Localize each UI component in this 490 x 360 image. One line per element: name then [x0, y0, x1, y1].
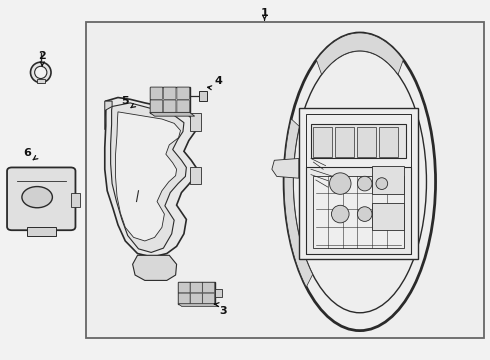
FancyBboxPatch shape: [7, 167, 75, 230]
FancyBboxPatch shape: [150, 87, 163, 99]
Ellipse shape: [357, 207, 372, 221]
Polygon shape: [272, 158, 299, 178]
FancyBboxPatch shape: [306, 167, 411, 253]
FancyBboxPatch shape: [379, 127, 398, 157]
FancyBboxPatch shape: [150, 87, 190, 113]
FancyBboxPatch shape: [203, 282, 215, 293]
Ellipse shape: [357, 176, 372, 191]
Text: 6: 6: [24, 148, 31, 158]
Ellipse shape: [35, 66, 47, 78]
FancyBboxPatch shape: [164, 87, 176, 99]
FancyBboxPatch shape: [37, 79, 45, 83]
FancyBboxPatch shape: [311, 125, 406, 158]
Text: 3: 3: [219, 306, 227, 316]
FancyBboxPatch shape: [150, 100, 163, 112]
FancyBboxPatch shape: [191, 293, 202, 303]
FancyBboxPatch shape: [357, 127, 376, 157]
FancyBboxPatch shape: [178, 282, 215, 304]
Polygon shape: [317, 33, 403, 75]
FancyBboxPatch shape: [26, 226, 56, 235]
FancyBboxPatch shape: [306, 114, 411, 253]
FancyBboxPatch shape: [372, 166, 404, 194]
FancyBboxPatch shape: [215, 289, 222, 297]
Polygon shape: [178, 304, 219, 307]
FancyBboxPatch shape: [299, 108, 418, 259]
FancyBboxPatch shape: [190, 113, 201, 131]
FancyBboxPatch shape: [177, 87, 189, 99]
Polygon shape: [284, 119, 313, 287]
Ellipse shape: [30, 62, 51, 83]
Polygon shape: [150, 113, 195, 116]
Ellipse shape: [293, 51, 426, 313]
Polygon shape: [105, 98, 196, 257]
FancyBboxPatch shape: [335, 127, 354, 157]
Text: 1: 1: [261, 8, 269, 18]
FancyBboxPatch shape: [314, 127, 332, 157]
FancyBboxPatch shape: [198, 91, 207, 101]
FancyBboxPatch shape: [178, 293, 190, 303]
Polygon shape: [105, 101, 112, 130]
Text: 4: 4: [214, 76, 222, 86]
Ellipse shape: [330, 173, 351, 194]
FancyBboxPatch shape: [164, 100, 176, 112]
Ellipse shape: [331, 205, 349, 223]
Polygon shape: [133, 255, 176, 280]
Polygon shape: [111, 103, 186, 252]
FancyBboxPatch shape: [203, 293, 215, 303]
Text: 5: 5: [122, 96, 129, 106]
Text: 2: 2: [38, 51, 46, 61]
Ellipse shape: [22, 186, 52, 208]
FancyBboxPatch shape: [178, 282, 190, 293]
FancyBboxPatch shape: [177, 100, 189, 112]
FancyBboxPatch shape: [314, 176, 404, 248]
FancyBboxPatch shape: [190, 167, 201, 184]
FancyBboxPatch shape: [191, 282, 202, 293]
Ellipse shape: [284, 33, 436, 330]
FancyBboxPatch shape: [372, 203, 404, 230]
FancyBboxPatch shape: [86, 22, 485, 338]
Polygon shape: [71, 193, 80, 207]
Polygon shape: [116, 112, 180, 241]
Ellipse shape: [376, 178, 388, 189]
